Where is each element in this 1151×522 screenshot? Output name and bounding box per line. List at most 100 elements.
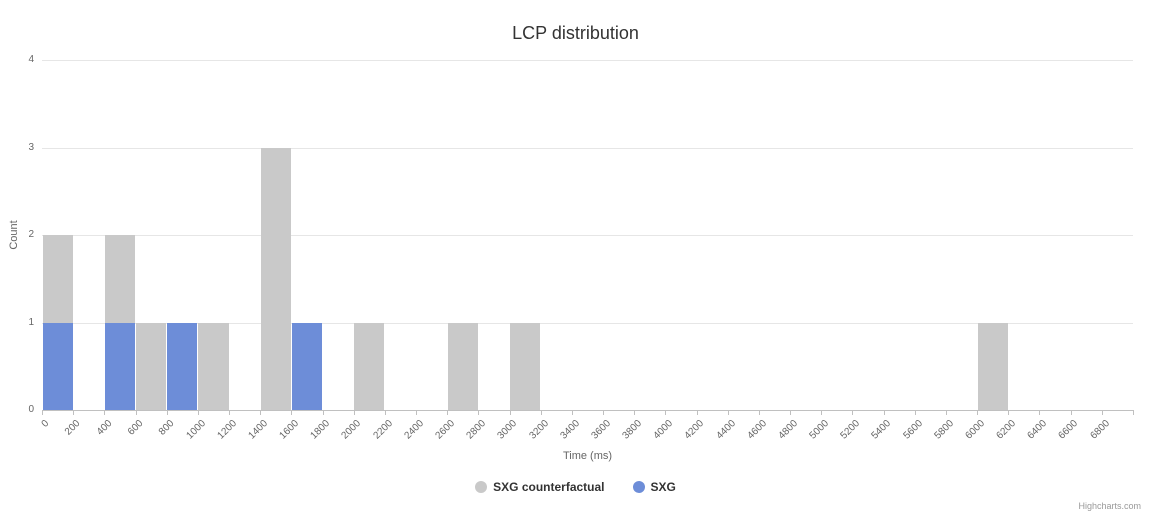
x-axis-tick-label: 400: [94, 418, 115, 438]
gridline: [42, 322, 1133, 324]
x-axis-tick: [1133, 410, 1134, 415]
x-axis-tick: [821, 410, 823, 415]
x-axis-tick-label: 5000: [807, 418, 832, 442]
x-axis-tick-label: 600: [125, 418, 146, 438]
x-axis-tick-label: 6400: [1025, 418, 1050, 442]
x-axis-tick: [540, 410, 542, 415]
x-axis-tick: [945, 410, 947, 415]
x-axis-title: Time (ms): [562, 450, 613, 462]
x-axis-tick: [384, 410, 386, 415]
legend-marker-icon: [475, 481, 488, 493]
x-axis-tick-label: 2000: [339, 418, 364, 442]
gridline: [42, 147, 1133, 149]
bar-sxg-counterfactual-1400[interactable]: [260, 147, 291, 410]
x-axis-tick-label: 800: [156, 418, 177, 438]
bar-sxg-counterfactual-2000[interactable]: [354, 322, 385, 410]
x-axis-tick: [260, 410, 262, 415]
x-axis-tick-label: 0: [40, 418, 52, 430]
x-axis-tick-label: 2600: [433, 418, 458, 442]
y-axis-tick-label: 1: [28, 316, 34, 328]
y-axis-tick-label: 3: [28, 141, 34, 153]
bar-sxg-counterfactual-3000[interactable]: [510, 322, 541, 410]
x-axis-tick: [571, 410, 573, 415]
x-axis-tick: [1008, 410, 1010, 415]
gridline: [42, 60, 1133, 61]
x-axis-tick-label: 4600: [745, 418, 769, 442]
x-axis-tick: [758, 410, 760, 415]
x-axis-tick-label: 3400: [558, 418, 582, 442]
x-axis-tick: [790, 410, 792, 415]
bar-sxg-counterfactual-2600[interactable]: [447, 322, 478, 410]
x-axis-tick: [634, 410, 636, 415]
x-axis-tick-label: 4400: [714, 418, 738, 442]
x-axis-tick-label: 3000: [495, 418, 520, 442]
y-axis-tick-label: 0: [28, 404, 34, 415]
x-axis-tick-label: 4000: [651, 418, 676, 442]
x-axis-tick-label: 1800: [308, 418, 333, 442]
x-axis-tick-label: 1400: [246, 418, 270, 442]
x-axis-tick: [291, 410, 293, 415]
x-axis-tick: [73, 410, 75, 415]
x-axis-tick-label: 6600: [1056, 418, 1081, 442]
x-axis-tick-label: 2200: [371, 418, 395, 442]
x-axis-tick: [1101, 410, 1103, 415]
legend-item-sxg-counterfactual[interactable]: SXG counterfactual: [475, 480, 605, 494]
x-axis-tick: [447, 410, 449, 415]
bar-sxg-1600[interactable]: [291, 322, 323, 410]
x-axis-tick: [416, 410, 418, 415]
legend-label: SXG: [650, 480, 676, 494]
x-axis-line: [42, 410, 1133, 411]
highcharts-credits-link[interactable]: Highcharts.com: [1078, 501, 1141, 511]
x-axis-tick: [42, 410, 43, 415]
x-axis-tick-label: 1600: [277, 418, 302, 442]
x-axis-tick: [509, 410, 511, 415]
x-axis-tick-label: 5800: [932, 418, 956, 442]
x-axis-tick: [1039, 410, 1041, 415]
x-axis-tick: [727, 410, 729, 415]
bar-sxg-counterfactual-1000[interactable]: [198, 322, 229, 410]
legend: SXG counterfactual SXG: [0, 480, 1151, 494]
x-axis-tick-label: 200: [63, 418, 83, 438]
y-axis-tick-label: 2: [28, 229, 34, 240]
x-axis-tick-label: 5200: [838, 418, 863, 442]
x-axis-tick: [322, 410, 324, 415]
x-axis-tick: [166, 410, 168, 415]
x-axis-tick: [229, 410, 231, 415]
x-axis-tick: [197, 410, 199, 415]
x-axis-tick: [977, 410, 979, 415]
legend-marker-icon: [632, 481, 645, 493]
bar-sxg-counterfactual-600[interactable]: [136, 322, 167, 410]
x-axis-tick-label: 2400: [402, 418, 426, 442]
x-axis-tick-label: 3200: [527, 418, 551, 442]
x-axis-tick: [603, 410, 605, 415]
x-axis-tick: [883, 410, 885, 415]
x-axis-tick-label: 4200: [682, 418, 707, 442]
x-axis-tick-label: 2800: [464, 418, 489, 442]
x-axis-tick: [914, 410, 916, 415]
x-axis-tick: [852, 410, 854, 415]
x-axis-tick: [478, 410, 480, 415]
legend-item-sxg[interactable]: SXG: [632, 480, 676, 494]
x-axis-tick: [1070, 410, 1072, 415]
x-axis-tick-label: 5400: [869, 418, 894, 442]
x-axis-tick: [104, 410, 106, 415]
x-axis-tick-label: 6000: [963, 418, 987, 442]
bar-sxg-counterfactual-6000[interactable]: [977, 322, 1008, 410]
chart-title: LCP distribution: [512, 23, 639, 43]
bar-sxg-400[interactable]: [104, 322, 135, 410]
x-axis-tick-label: 6200: [994, 418, 1019, 442]
x-axis-tick-label: 4800: [776, 418, 800, 442]
x-axis-tick-label: 5600: [901, 418, 925, 442]
bar-sxg-0[interactable]: [42, 322, 73, 410]
x-axis-tick: [135, 410, 137, 415]
x-axis-tick: [665, 410, 667, 415]
x-axis-tick-label: 3600: [589, 418, 613, 442]
legend-label: SXG counterfactual: [493, 480, 605, 494]
x-axis-tick: [696, 410, 698, 415]
x-axis-tick-label: 6800: [1088, 418, 1112, 442]
x-axis-tick-label: 1200: [215, 418, 239, 442]
x-axis-tick-label: 3800: [620, 418, 645, 442]
bar-sxg-800[interactable]: [167, 322, 198, 410]
